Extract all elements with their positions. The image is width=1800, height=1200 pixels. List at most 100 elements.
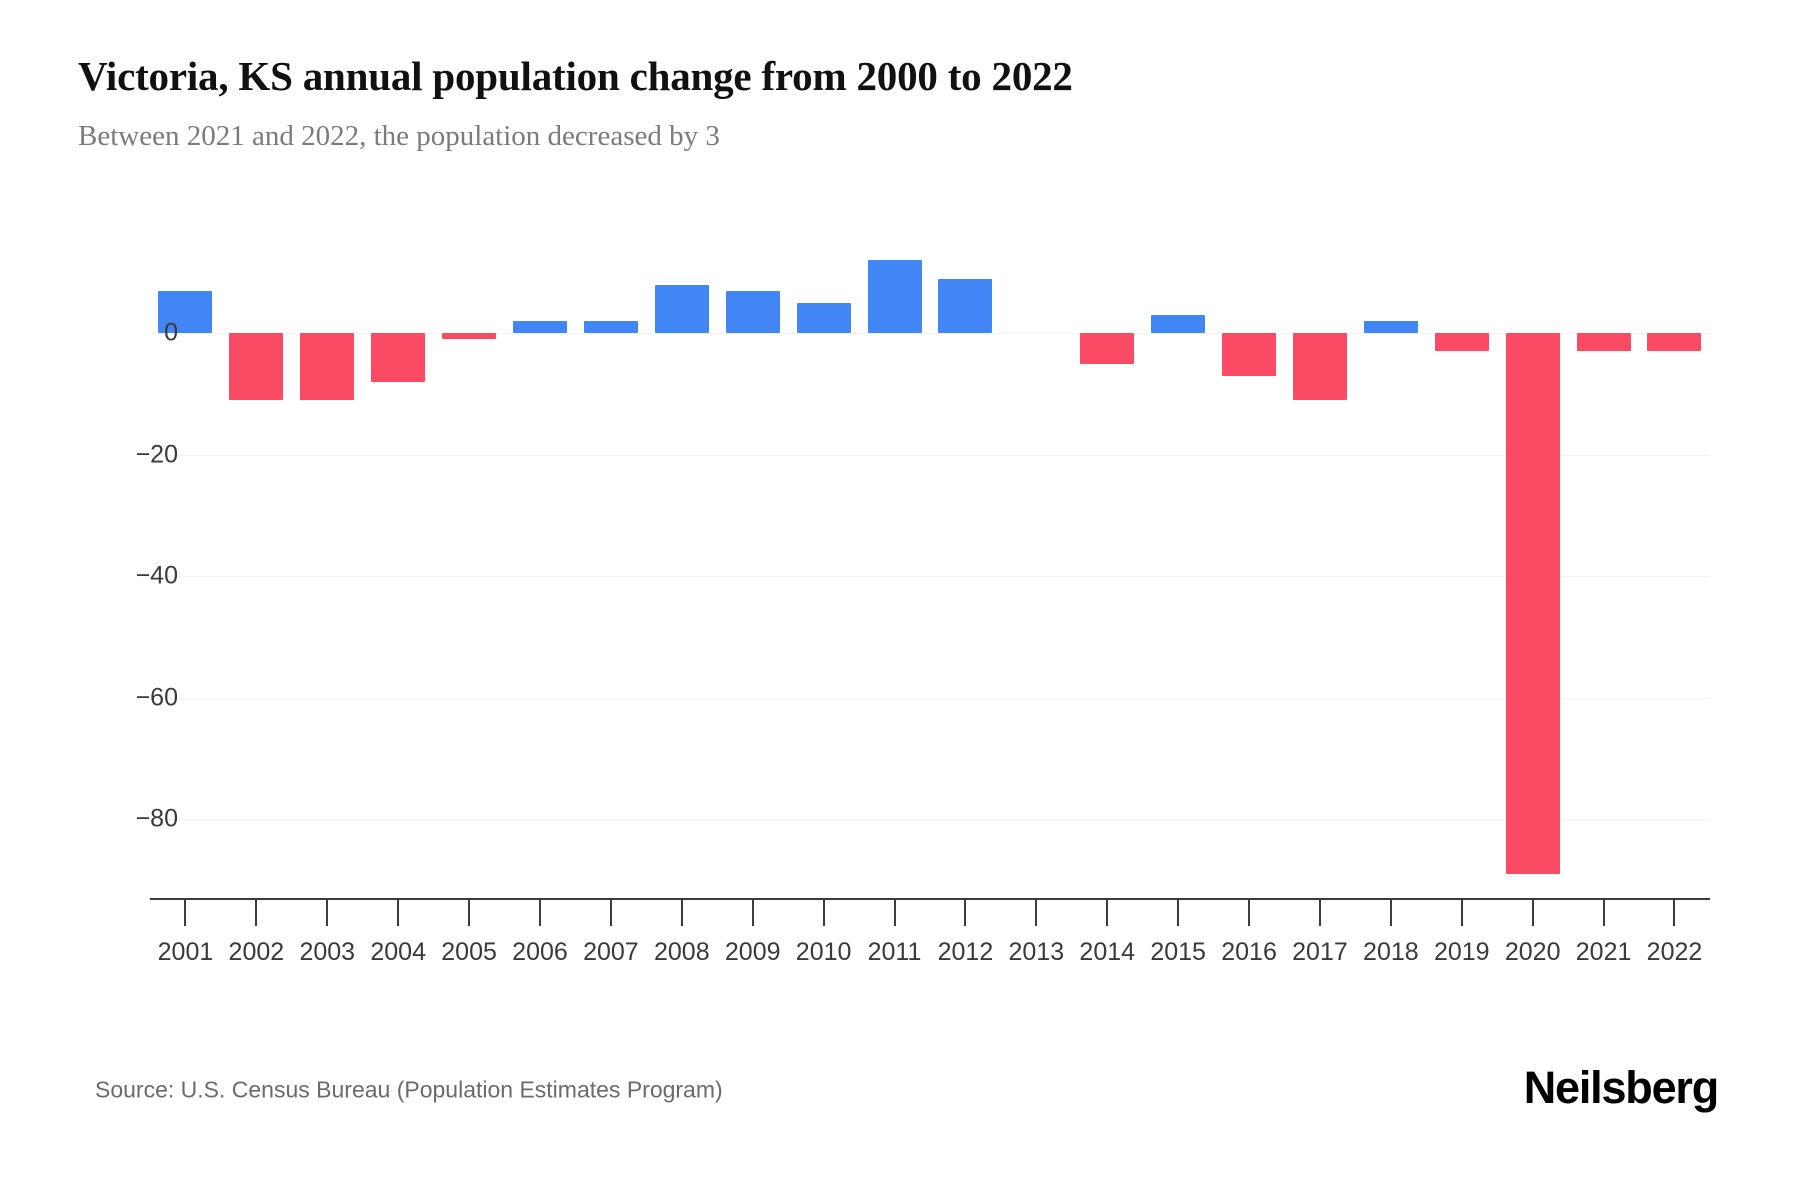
tick-cell [646, 900, 717, 926]
bar-2016[interactable] [1222, 333, 1277, 376]
plot-area [150, 236, 1710, 898]
tick-cell [717, 900, 788, 926]
bar-2020[interactable] [1505, 333, 1560, 874]
bar-2010[interactable] [796, 302, 851, 334]
x-tick-2010 [822, 900, 825, 926]
x-tick-2013 [1035, 900, 1038, 926]
gridline--20 [150, 454, 1710, 456]
bar-2005[interactable] [442, 333, 497, 340]
bar-2017[interactable] [1292, 333, 1347, 400]
bar-cell [646, 236, 717, 898]
bar-2009[interactable] [725, 290, 780, 334]
y-tick-label: −40 [135, 561, 178, 590]
x-tick-label-2019: 2019 [1433, 938, 1490, 966]
x-tick-label-2021: 2021 [1575, 938, 1632, 966]
x-tick-2022 [1673, 900, 1676, 926]
tick-cell [1285, 900, 1356, 926]
x-tick-2001 [184, 900, 187, 926]
page-subtitle: Between 2021 and 2022, the population de… [78, 120, 720, 152]
x-tick-2015 [1177, 900, 1180, 926]
x-tick-label-2005: 2005 [441, 938, 497, 966]
y-tick-label: −60 [135, 683, 178, 712]
tick-cell [1214, 900, 1285, 926]
tick-cell [930, 900, 1001, 926]
brand-logo: Neilsberg [1523, 1062, 1719, 1113]
gridline--80 [150, 819, 1710, 821]
bar-cell [221, 236, 292, 898]
x-tick-2007 [609, 900, 612, 926]
x-tick-2002 [255, 900, 258, 926]
x-tick-2017 [1318, 900, 1321, 926]
x-tick-label-2020: 2020 [1504, 938, 1561, 966]
x-tick-2020 [1531, 900, 1534, 926]
x-tick-label-2007: 2007 [583, 938, 639, 966]
bar-cell [292, 236, 363, 898]
tick-cell [1143, 900, 1214, 926]
tick-cell [1497, 900, 1568, 926]
x-tick-2009 [751, 900, 754, 926]
bar-cell [434, 236, 505, 898]
x-tick-2018 [1389, 900, 1392, 926]
gridline--60 [150, 697, 1710, 699]
x-tick-label-2010: 2010 [795, 938, 852, 966]
bar-2019[interactable] [1434, 333, 1489, 352]
bar-2003[interactable] [300, 333, 355, 400]
bar-2021[interactable] [1576, 333, 1631, 352]
x-tick-2005 [468, 900, 471, 926]
tick-cell [788, 900, 859, 926]
bar-2011[interactable] [867, 260, 922, 334]
bar-cell [505, 236, 576, 898]
bar-2012[interactable] [938, 278, 993, 334]
tick-cell [221, 900, 292, 926]
x-tick-label-2011: 2011 [867, 938, 922, 966]
bar-2008[interactable] [654, 284, 709, 334]
bar-2004[interactable] [371, 333, 426, 382]
x-tick-2006 [538, 900, 541, 926]
bar-cell [788, 236, 859, 898]
bar-cell [1143, 236, 1214, 898]
x-tick-2014 [1106, 900, 1109, 926]
bar-cell [1426, 236, 1497, 898]
gridline--40 [150, 576, 1710, 578]
bar-2015[interactable] [1151, 314, 1206, 334]
bar-2018[interactable] [1363, 321, 1418, 334]
bar-cell [930, 236, 1001, 898]
bar-2002[interactable] [229, 333, 284, 400]
bar-cell [363, 236, 434, 898]
bar-cell [1214, 236, 1285, 898]
tick-cell [1426, 900, 1497, 926]
bar-cell [1497, 236, 1568, 898]
bar-cell [859, 236, 930, 898]
y-tick-label: −20 [135, 440, 178, 469]
x-tick-label-2001: 2001 [157, 938, 214, 966]
y-tick-label: 0 [164, 318, 178, 347]
bar-2001[interactable] [158, 290, 213, 334]
bar-cell [1639, 236, 1710, 898]
x-axis-line [150, 898, 1710, 900]
x-tick-2012 [964, 900, 967, 926]
x-axis-labels: 2001 2002 2003 2004 2005 2006 2007 2008 2009 2010… [150, 938, 1710, 967]
gridline-0 [150, 333, 1710, 335]
x-tick-label-2018: 2018 [1363, 938, 1419, 966]
bar-cell [717, 236, 788, 898]
bar-2014[interactable] [1080, 333, 1135, 364]
x-axis-ticks [150, 900, 1710, 926]
y-tick-label: −80 [135, 804, 178, 833]
tick-cell [859, 900, 930, 926]
bar-cell [1355, 236, 1426, 898]
x-tick-label-2022: 2022 [1646, 938, 1703, 966]
tick-cell [150, 900, 221, 926]
x-tick-2021 [1602, 900, 1605, 926]
bar-2006[interactable] [512, 321, 567, 334]
x-tick-label-2003: 2003 [299, 938, 356, 966]
bar-2007[interactable] [583, 321, 638, 334]
x-tick-2011 [893, 900, 896, 926]
x-tick-2004 [397, 900, 400, 926]
x-tick-label-2006: 2006 [512, 938, 568, 966]
tick-cell [575, 900, 646, 926]
tick-cell [363, 900, 434, 926]
bar-2022[interactable] [1647, 333, 1702, 352]
tick-cell [505, 900, 576, 926]
x-tick-label-2008: 2008 [653, 938, 710, 966]
tick-cell [1355, 900, 1426, 926]
